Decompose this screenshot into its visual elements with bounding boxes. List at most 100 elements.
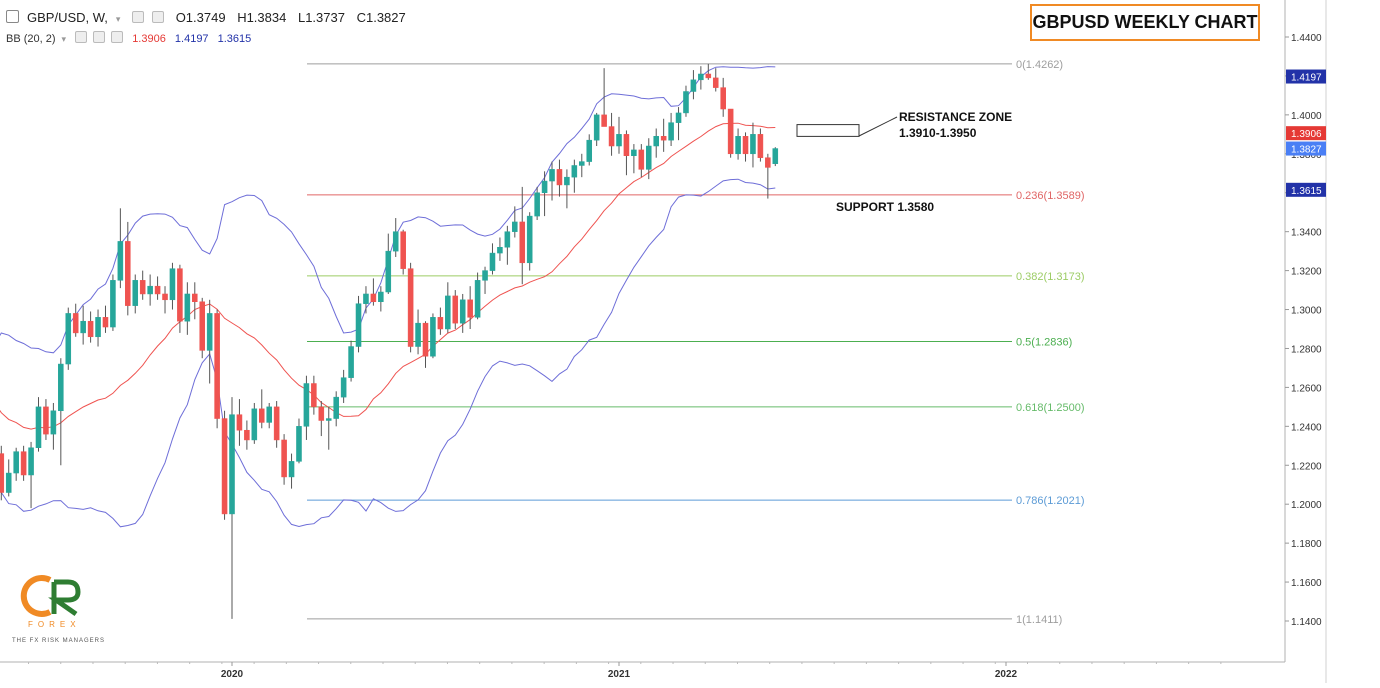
candle-body bbox=[445, 295, 451, 330]
candle-body bbox=[169, 268, 176, 301]
candle-body bbox=[497, 246, 503, 254]
visibility-icon[interactable] bbox=[75, 31, 88, 43]
x-tick-label: 2021 bbox=[608, 669, 631, 680]
candle-body bbox=[765, 157, 771, 168]
ohlc-low: L1.3737 bbox=[297, 10, 345, 25]
candle-body bbox=[452, 295, 459, 324]
candle-body bbox=[154, 285, 161, 295]
candle-body bbox=[348, 346, 354, 378]
chevron-down-icon[interactable]: ▾ bbox=[61, 34, 67, 44]
candle-body bbox=[281, 439, 287, 478]
candle-body bbox=[65, 313, 72, 365]
candle-body bbox=[400, 231, 406, 269]
fib-label-0.382: 0.382(1.3173) bbox=[1016, 271, 1085, 283]
candle-body bbox=[712, 77, 719, 88]
candle-body bbox=[370, 293, 377, 302]
y-tick-label: 1.2600 bbox=[1291, 383, 1322, 394]
candle-body bbox=[422, 322, 429, 357]
candle-body bbox=[616, 134, 622, 147]
candle-body bbox=[80, 320, 86, 334]
candle-body bbox=[549, 169, 555, 182]
y-tick-label: 1.4400 bbox=[1291, 33, 1322, 44]
y-tick-label: 1.1400 bbox=[1291, 617, 1322, 628]
price-badge-label: 1.3615 bbox=[1291, 186, 1322, 197]
logo-r-shape bbox=[48, 579, 81, 617]
candle-body bbox=[392, 231, 399, 252]
candle-body bbox=[125, 241, 131, 306]
y-tick-label: 1.1800 bbox=[1291, 539, 1322, 550]
candle-body bbox=[340, 377, 347, 398]
candle-body bbox=[363, 293, 369, 304]
candle-body bbox=[132, 280, 139, 306]
candle-body bbox=[43, 406, 49, 435]
candle-body bbox=[593, 114, 600, 141]
ohlc-close: C1.3827 bbox=[356, 10, 406, 25]
candle-body bbox=[467, 299, 473, 318]
settings-icon[interactable] bbox=[132, 11, 145, 23]
candle-body bbox=[519, 221, 526, 264]
close-icon[interactable] bbox=[111, 31, 124, 43]
resistance-pointer-line bbox=[858, 116, 898, 137]
y-tick-label: 1.3200 bbox=[1291, 267, 1322, 278]
y-tick-label: 1.4000 bbox=[1291, 111, 1322, 122]
settings-icon[interactable] bbox=[93, 31, 106, 43]
visibility-icon[interactable] bbox=[152, 11, 165, 23]
candle-body bbox=[184, 293, 191, 322]
candle-body bbox=[28, 447, 34, 476]
candle-body bbox=[645, 145, 652, 170]
candle-body bbox=[355, 303, 362, 347]
candle-body bbox=[273, 406, 280, 441]
candle-body bbox=[430, 317, 436, 357]
fib-label-0.5: 0.5(1.2836) bbox=[1016, 336, 1072, 348]
symbol-label[interactable]: GBP/USD, W, bbox=[27, 10, 108, 25]
candle-body bbox=[385, 250, 392, 293]
candle-body bbox=[571, 165, 578, 178]
candle-body bbox=[50, 410, 57, 435]
candle-body bbox=[5, 472, 12, 493]
candle-body bbox=[459, 299, 466, 324]
y-tick-label: 1.2400 bbox=[1291, 422, 1322, 433]
candle-body bbox=[20, 451, 27, 476]
bb-upper-line bbox=[0, 66, 776, 354]
candle-body bbox=[72, 313, 79, 334]
chart-title: GBPUSD WEEKLY CHART bbox=[1030, 4, 1260, 41]
candle-body bbox=[772, 148, 779, 164]
candle-body bbox=[601, 114, 607, 127]
candle-body bbox=[735, 136, 741, 155]
candle-body bbox=[303, 383, 310, 427]
candle-body bbox=[87, 320, 94, 338]
candle-body bbox=[512, 221, 518, 232]
candle-body bbox=[504, 231, 511, 248]
candle-body bbox=[251, 408, 258, 441]
bb-basis-value: 1.3906 bbox=[132, 33, 166, 45]
candle-body bbox=[415, 322, 421, 347]
candle-body bbox=[0, 453, 5, 493]
chevron-down-icon[interactable]: ▾ bbox=[115, 14, 121, 24]
chart-header: GBP/USD, W, ▾ O1.3749 H1.3834 L1.3737 C1.… bbox=[6, 10, 414, 25]
logo-forex-text: FOREX bbox=[28, 620, 81, 629]
bb-lower-line bbox=[0, 178, 776, 528]
y-tick-label: 1.2800 bbox=[1291, 344, 1322, 355]
candle-body bbox=[690, 79, 697, 92]
candle-body bbox=[638, 149, 645, 170]
candle-body bbox=[720, 87, 726, 110]
candle-body bbox=[378, 291, 384, 302]
candle-body bbox=[698, 73, 704, 81]
candle-body bbox=[13, 451, 19, 474]
candle-body bbox=[556, 169, 563, 186]
ohlc-open: O1.3749 bbox=[175, 10, 226, 25]
fib-label-1: 1(1.1411) bbox=[1016, 614, 1062, 626]
fib-label-0: 0(1.4262) bbox=[1016, 59, 1063, 71]
price-badge bbox=[1286, 69, 1326, 84]
resistance-title: RESISTANCE ZONE bbox=[899, 110, 1013, 124]
candle-body bbox=[653, 136, 659, 147]
bb-legend-label[interactable]: BB (20, 2) bbox=[6, 33, 56, 45]
candle-body bbox=[139, 280, 146, 295]
ohlc-high: H1.3834 bbox=[237, 10, 287, 25]
candle-body bbox=[534, 192, 540, 217]
x-tick-label: 2020 bbox=[221, 669, 244, 680]
symbol-icon[interactable] bbox=[6, 10, 19, 23]
candle-body bbox=[757, 134, 764, 158]
